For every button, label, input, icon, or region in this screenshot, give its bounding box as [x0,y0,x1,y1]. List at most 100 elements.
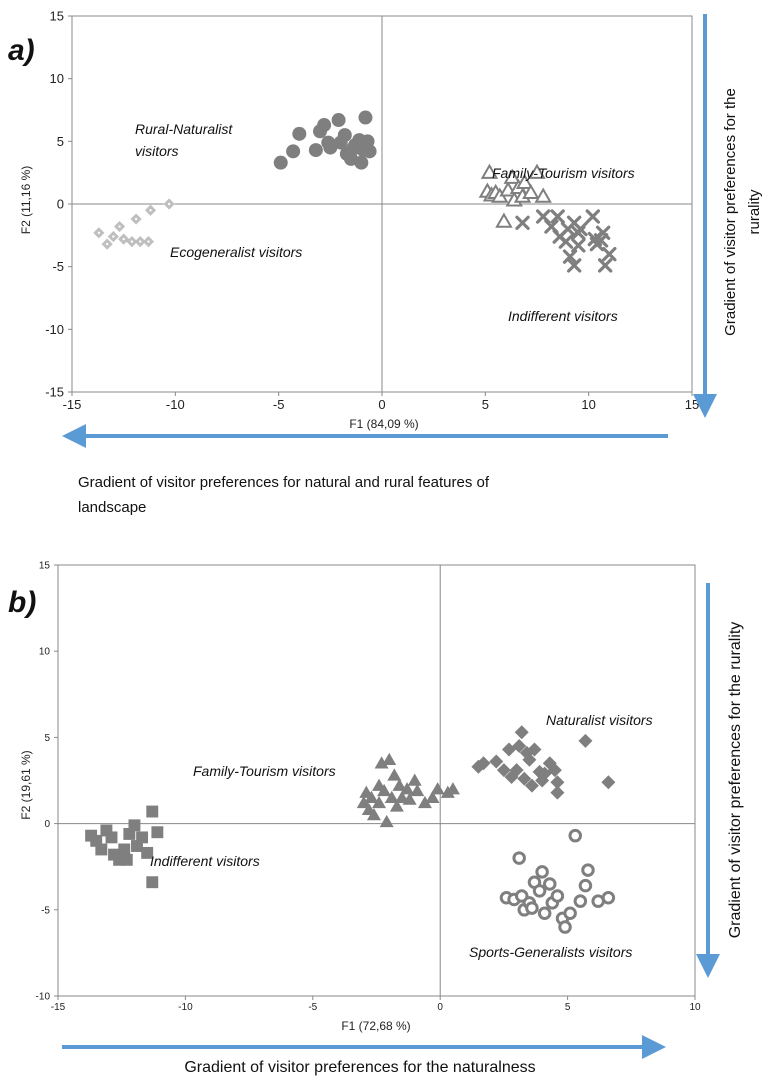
data-point [598,258,613,273]
data-point [476,756,491,771]
data-point [602,246,617,262]
data-point [113,853,126,866]
data-point [537,906,552,920]
data-point-center [147,240,150,243]
y-tick-label: -5 [41,905,50,916]
y-tick-label: 5 [57,134,64,149]
data-point [321,135,336,150]
data-point [384,790,399,803]
data-point [374,756,389,769]
data-point-center [122,237,125,241]
data-point [532,884,547,898]
data-point [95,843,108,856]
data-point [317,118,332,133]
x-axis-label: F1 (84,09 %) [349,417,418,431]
data-point [402,792,417,805]
series-ring [499,828,616,934]
x-tick-label: 15 [685,397,699,412]
data-point [519,745,534,760]
data-point [128,819,141,832]
cluster-label-sport: Sports-Generalists visitors [469,944,632,960]
data-point [535,865,549,879]
data-point [146,876,159,889]
data-point [407,773,422,786]
data-point [595,225,611,241]
data-point [517,771,532,786]
x-tick-label: 10 [581,397,595,412]
gradient-label-vertical: Gradient of visitor preferences for the [722,88,739,336]
data-point [578,878,593,893]
data-point [573,894,588,908]
data-point [515,173,534,189]
data-point [377,783,392,797]
y-tick-label: -5 [52,259,64,274]
data-point [601,775,616,790]
series-triangle [478,163,552,228]
data-point [292,126,307,141]
cluster-label-indiff: Indifferent visitors [508,308,618,324]
cluster-label-fam: Family-Tourism visitors [193,763,336,779]
y-tick-label: -15 [45,385,64,400]
data-point [331,113,346,128]
x-tick-label: -5 [273,397,285,412]
data-point [131,840,143,852]
data-point-center [105,242,109,246]
data-point-center [149,209,152,212]
gradient-label-vertical: Gradient of visitor preferences for the … [727,622,744,939]
data-point [525,901,539,915]
x-tick-label: -10 [166,397,185,412]
x-axis-label: F1 (72,68 %) [341,1019,410,1033]
data-point [356,795,371,809]
data-point [512,739,527,754]
data-point [100,824,113,837]
data-point [410,783,425,797]
data-point [151,826,164,839]
data-point [573,221,588,237]
data-point [445,782,460,795]
data-point [489,754,504,769]
cluster-label-eco: Ecogeneralist visitors [170,244,302,260]
data-point [567,258,582,273]
data-point-center [118,225,121,228]
y-tick-label: 15 [50,9,64,24]
data-point [120,853,133,866]
data-point [362,144,377,159]
panel-a: -15 -10 -5 0 5 10 15 15 10 5 0 -5 -10 -15 F1 (84,09 %)… [8,9,763,516]
data-point [90,834,103,847]
data-point [372,795,387,809]
series-cross [515,209,617,273]
series-square [85,805,164,889]
data-point [123,827,136,840]
data-point [496,763,511,778]
panel-label: b) [8,586,36,619]
data-point [514,725,529,740]
data-point [495,212,513,228]
data-point [503,168,521,184]
data-point [543,877,557,891]
data-point [366,807,381,821]
x-tick-label: 0 [437,1002,443,1013]
y-axis-label: F2 (11,16 %) [19,166,33,234]
cluster-label-rural: visitors [135,143,179,159]
data-point [571,238,586,253]
y-tick-label: -10 [45,322,64,337]
x-tick-label: -15 [51,1002,66,1013]
data-point [392,778,407,791]
data-point [515,215,530,230]
data-point [522,183,540,199]
data-point [480,163,499,179]
gradient-label-horizontal: Gradient of visitor preferences for natu… [78,474,490,491]
data-point [358,110,373,125]
data-point-center [167,202,171,206]
data-point [512,851,526,865]
data-point [578,733,593,748]
data-point [141,846,154,859]
y-tick-label: 10 [50,71,64,86]
data-point [346,141,361,156]
data-point-center [97,231,101,235]
data-point [581,863,595,877]
gradient-label-horizontal: landscape [78,499,146,516]
data-point [273,155,288,170]
x-tick-label: 5 [482,397,489,412]
